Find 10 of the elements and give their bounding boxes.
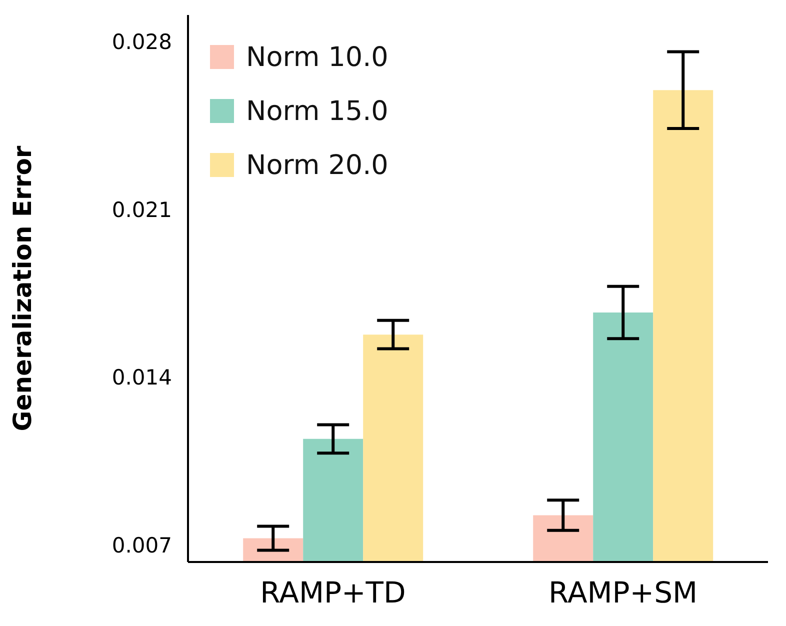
y-tick-label: 0.028 [112, 30, 172, 54]
legend-label: Norm 20.0 [246, 150, 388, 180]
legend-label: Norm 15.0 [246, 96, 388, 126]
legend-label: Norm 10.0 [246, 42, 388, 72]
y-axis-title: Generalization Error [8, 145, 37, 432]
y-tick-label: 0.007 [112, 534, 172, 558]
x-tick-label: RAMP+TD [260, 576, 406, 610]
x-tick-label: RAMP+SM [548, 576, 698, 610]
y-tick-label: 0.021 [112, 198, 172, 222]
y-tick-label: 0.014 [112, 366, 172, 390]
